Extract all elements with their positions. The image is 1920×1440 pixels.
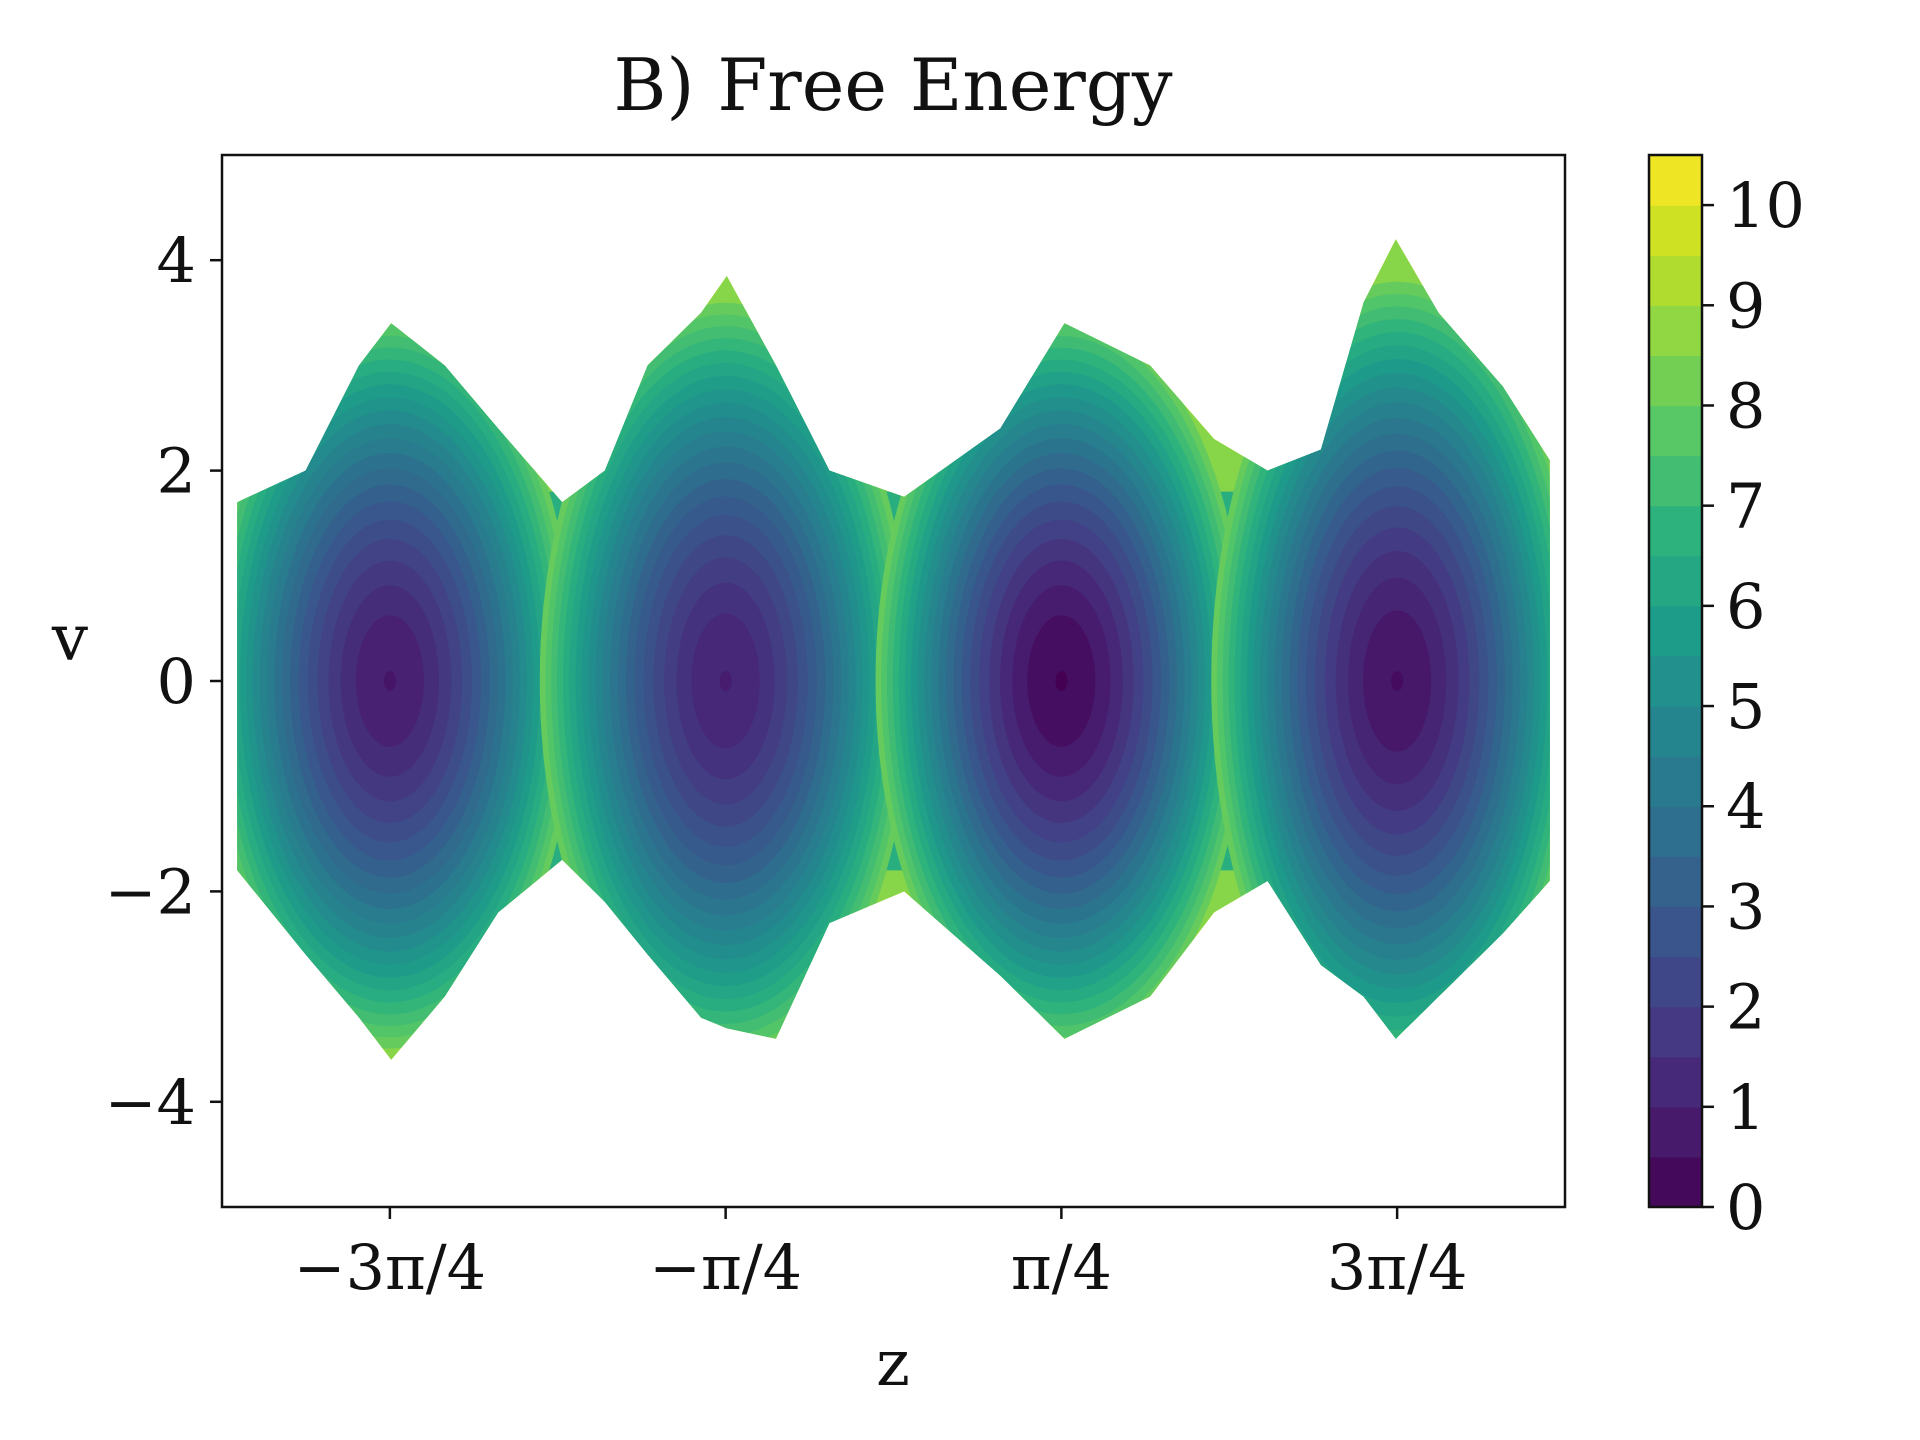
colorbar-tick-label: 2 [1726,971,1765,1044]
colorbar-frame [1647,153,1704,1209]
contour-level [1055,671,1068,691]
colorbar-swatch [1649,405,1702,457]
colorbar-swatch [1649,756,1702,807]
y-axis-ticks: 4 2 0 −2 −4 [105,224,222,1139]
plot-area [222,155,1565,1207]
colorbar-swatch [1649,1156,1702,1208]
colorbar-swatch [1649,706,1702,757]
colorbar-tick-label: 7 [1726,470,1765,543]
well-2 [539,302,912,1060]
colorbar-swatch [1649,355,1702,407]
contour-level [383,671,396,691]
colorbar [1649,155,1702,1208]
y-axis-label: v [51,602,88,676]
y-tick-label: 2 [157,435,196,508]
colorbar-swatch [1649,205,1702,256]
y-tick-label: −2 [105,855,196,928]
colorbar-swatch [1649,1056,1702,1108]
colorbar-swatch [1649,305,1702,356]
colorbar-swatch [1649,1106,1702,1158]
colorbar-tick-label: 1 [1726,1071,1765,1144]
well-4 [1211,281,1550,1060]
colorbar-tick-label: 10 [1726,169,1805,242]
colorbar-swatch [1649,155,1702,206]
colorbar-tick-label: 5 [1726,670,1765,743]
x-tick-label: π/4 [1011,1231,1112,1304]
colorbar-ticks: 0 1 2 3 4 5 6 7 8 9 10 [1702,169,1805,1244]
chart-title: B) Free Energy [613,43,1172,127]
contour-level [1391,671,1404,691]
colorbar-tick-label: 0 [1726,1171,1765,1244]
y-tick-label: 4 [157,224,196,297]
colorbar-tick-label: 3 [1726,870,1765,943]
well-3 [875,313,1248,1049]
x-tick-label: −π/4 [649,1231,802,1304]
y-tick-label: 0 [157,645,196,718]
colorbar-swatch [1649,655,1702,707]
colorbar-tick-label: 8 [1726,369,1765,442]
x-axis-label: z [876,1327,910,1401]
colorbar-tick-label: 6 [1726,570,1765,643]
colorbar-swatch [1649,906,1702,958]
colorbar-swatch [1649,505,1702,557]
colorbar-swatch [1649,455,1702,507]
y-tick-label: −4 [105,1066,196,1139]
colorbar-tick-label: 9 [1726,269,1765,342]
colorbar-swatch [1649,605,1702,657]
colorbar-swatch [1649,1006,1702,1058]
colorbar-swatch [1649,806,1702,857]
colorbar-swatch [1649,255,1702,306]
x-axis-ticks: −3π/4 −π/4 π/4 3π/4 [294,1207,1468,1304]
colorbar-swatch [1649,856,1702,908]
colorbar-swatch [1649,555,1702,607]
colorbar-swatch [1649,956,1702,1008]
contour-level [719,671,732,691]
x-tick-label: 3π/4 [1327,1231,1468,1304]
colorbar-tick-label: 4 [1726,770,1765,843]
well-1 [237,313,576,1049]
x-tick-label: −3π/4 [294,1231,486,1304]
